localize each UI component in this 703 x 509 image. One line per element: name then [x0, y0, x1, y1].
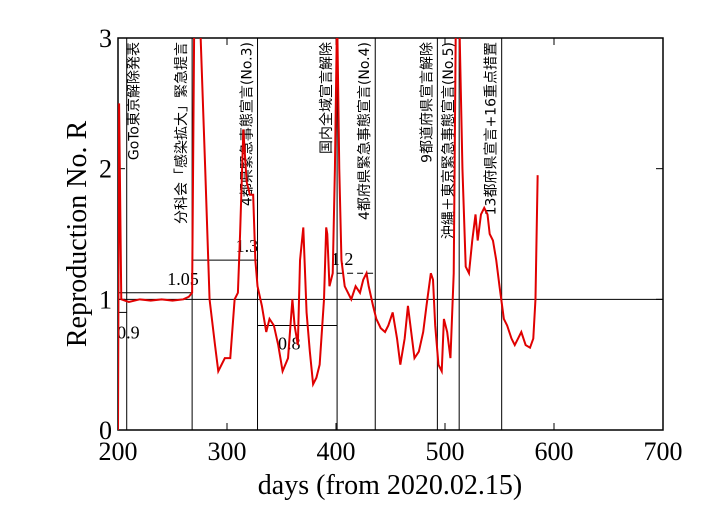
y-tick-label: 3: [99, 24, 112, 53]
event-label: 13都府県宣言+16重点措置: [484, 42, 500, 215]
event-label: 9都道府県宣言解除: [419, 42, 435, 163]
x-tick-label: 400: [317, 437, 356, 466]
y-tick-label: 2: [99, 155, 112, 184]
event-label: 4都府県緊急事態宣言(No.4): [357, 42, 373, 220]
event-label: 4都県緊急事態宣言(No.3): [240, 42, 256, 206]
x-tick-label: 300: [208, 437, 247, 466]
y-tick-label: 0: [99, 416, 112, 445]
event-label: GoTo東京解除発表: [127, 42, 143, 160]
event-label: 沖縄＋東京緊急事態宣言(No.5): [441, 42, 457, 239]
plot-frame: [117, 37, 664, 431]
event-label: 国内全域宣言解除: [318, 42, 335, 154]
level-label: 1.05: [167, 269, 199, 289]
data-line: [118, 38, 539, 430]
x-tick-label: 600: [535, 437, 574, 466]
x-tick-label: 500: [426, 437, 465, 466]
x-tick-label: 200: [99, 437, 138, 466]
y-tick-label: 1: [99, 285, 112, 314]
x-axis-label: days (from 2020.02.15): [258, 470, 522, 501]
level-label: 0.9: [117, 322, 140, 342]
x-tick-label: 700: [644, 437, 683, 466]
level-label: 1.3: [236, 236, 259, 256]
y-axis-label: Reproduction No. R: [62, 121, 93, 348]
event-label: 分科会「感染拡大」緊急提言: [173, 42, 190, 224]
